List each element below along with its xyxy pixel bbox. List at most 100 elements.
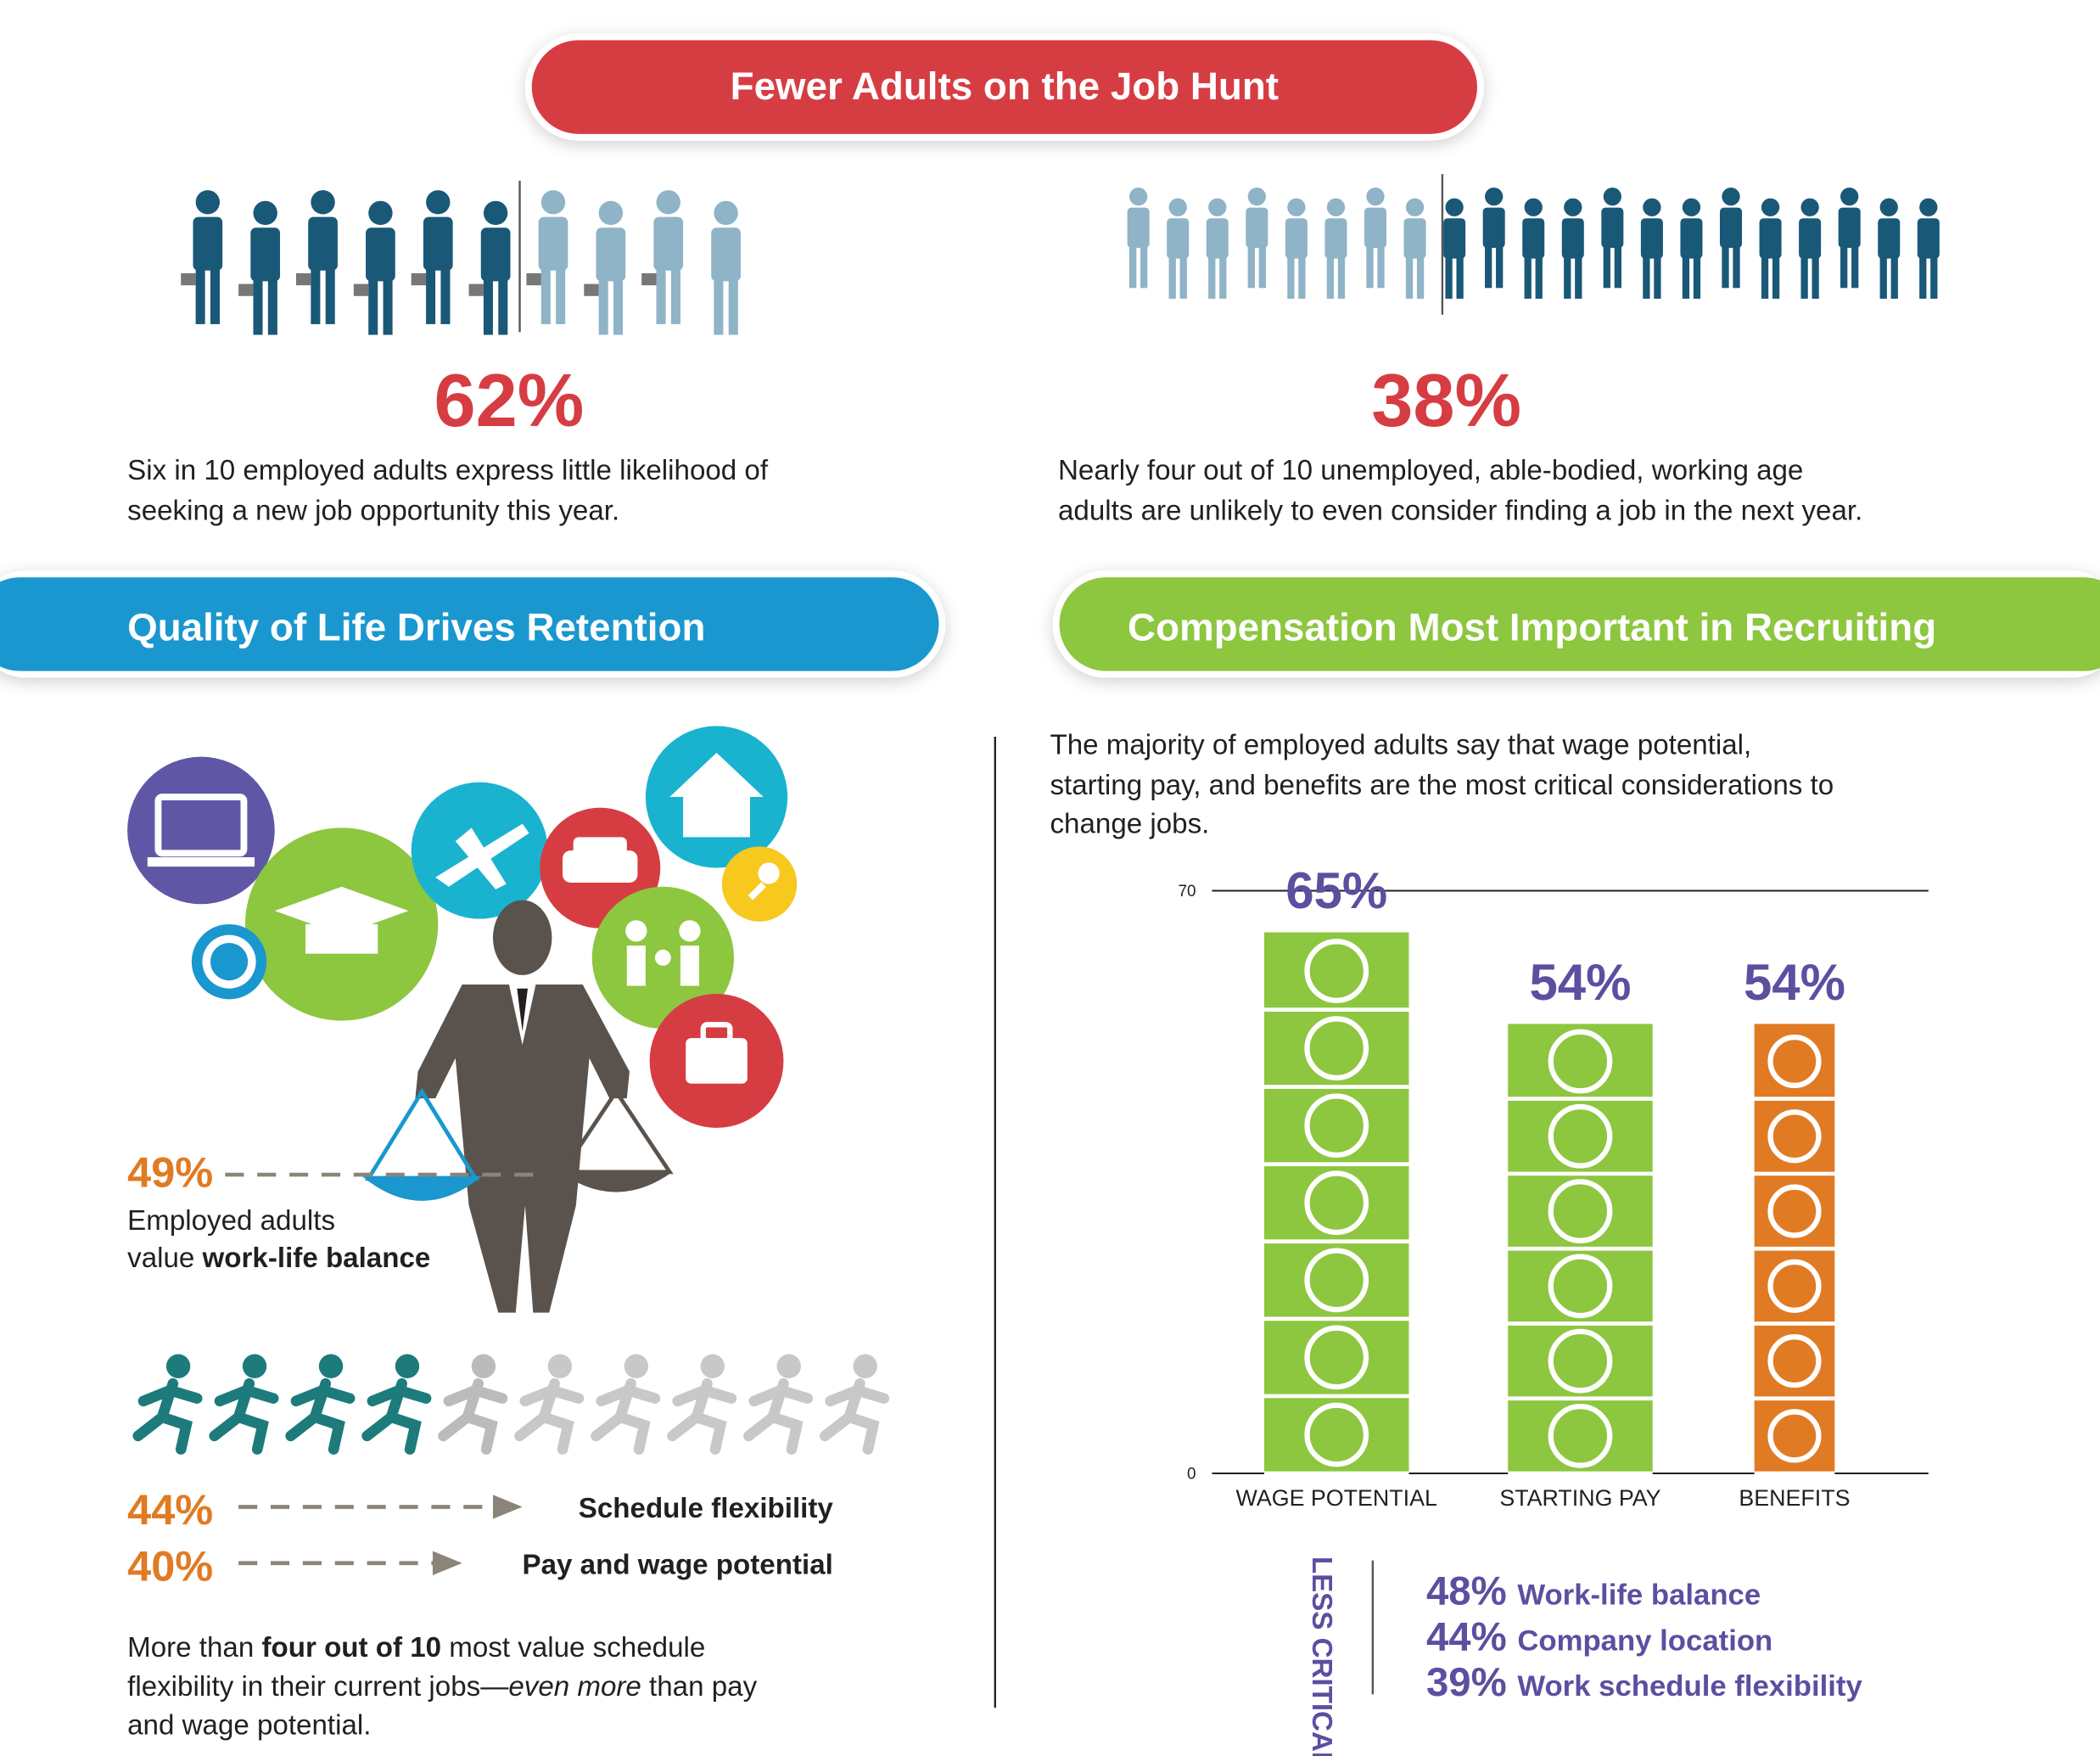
- bar-emblem: [1304, 1016, 1369, 1081]
- person-leg: [210, 267, 221, 324]
- person-leg: [1129, 245, 1137, 289]
- person-leg: [1890, 256, 1898, 299]
- arrow-head: [432, 1551, 462, 1575]
- person-body: [1206, 218, 1229, 259]
- person-leg: [253, 278, 263, 335]
- person-leg: [670, 267, 680, 324]
- x-tick-label: BENEFITS: [1739, 1485, 1850, 1511]
- runner-body: [514, 1377, 585, 1455]
- person-body: [596, 227, 626, 282]
- bar-emblem: [1548, 1029, 1613, 1094]
- text-part: than pay: [641, 1671, 758, 1703]
- less-critical-item: 44% Company location: [1426, 1614, 1772, 1659]
- person-leg: [1879, 256, 1887, 299]
- runner-head: [624, 1354, 649, 1378]
- runner-icons: [132, 1354, 890, 1455]
- note-line: flexibility in their current jobs—even m…: [127, 1671, 757, 1703]
- person-leg: [1219, 256, 1227, 299]
- person-leg: [325, 267, 335, 324]
- person-body: [1719, 207, 1743, 248]
- item-text: Work-life balance: [1517, 1579, 1761, 1612]
- person-leg: [1456, 256, 1464, 299]
- text-part: even more: [508, 1671, 641, 1703]
- person-head: [1405, 198, 1425, 216]
- stat-text: adults are unlikely to even consider fin…: [1058, 495, 1862, 526]
- person-body: [1127, 207, 1150, 248]
- person-head: [483, 200, 508, 226]
- banner: [531, 40, 1477, 134]
- value-label: 54%: [1529, 954, 1631, 1011]
- person-body: [1561, 218, 1584, 259]
- person-leg: [1168, 256, 1176, 299]
- bar-emblem: [1767, 1109, 1822, 1164]
- person-leg: [714, 278, 724, 335]
- value-label: 65%: [1285, 862, 1387, 919]
- person-leg: [383, 278, 393, 335]
- item-text: Work schedule flexibility: [1517, 1670, 1862, 1703]
- briefcase: [353, 283, 369, 296]
- note-line: More than four out of 10 most value sche…: [127, 1632, 705, 1663]
- person-leg: [556, 267, 566, 324]
- person-leg: [1298, 256, 1306, 299]
- factor-label: Pay and wage potential: [523, 1549, 833, 1580]
- person-body: [1878, 218, 1901, 259]
- person-body: [1285, 218, 1308, 259]
- runner-head: [395, 1354, 420, 1378]
- less-critical-item: 39% Work schedule flexibility: [1426, 1660, 1863, 1705]
- person-leg: [1258, 245, 1266, 289]
- person-body: [1759, 218, 1782, 259]
- item-value: 44%: [1426, 1614, 1507, 1659]
- person-head: [714, 200, 738, 226]
- banner: [0, 577, 939, 671]
- section-title: Compensation Most Important in Recruitin…: [1128, 605, 1936, 648]
- runner-head: [700, 1354, 725, 1378]
- text-part: value: [127, 1243, 202, 1274]
- person-body: [653, 216, 684, 271]
- person-body: [1443, 218, 1466, 259]
- person-head: [540, 190, 566, 215]
- y-tick-label: 0: [1187, 1465, 1196, 1483]
- runner-head: [471, 1354, 496, 1378]
- intro-line: change jobs.: [1050, 809, 1210, 840]
- person-head: [195, 190, 221, 215]
- person-leg: [311, 267, 321, 324]
- briefcase: [584, 283, 599, 296]
- person-leg: [1377, 245, 1385, 289]
- runner-body: [132, 1377, 203, 1455]
- person-leg: [1733, 245, 1740, 289]
- businessman: [361, 900, 674, 1313]
- person-leg: [1287, 256, 1295, 299]
- person-head: [1682, 198, 1701, 216]
- person-body: [366, 227, 395, 282]
- factor-value: 40%: [127, 1541, 213, 1590]
- text-part: More than: [127, 1632, 261, 1663]
- person-head: [368, 200, 393, 226]
- bar-emblem: [1767, 1409, 1822, 1463]
- person-leg: [1812, 256, 1819, 299]
- person-leg: [1366, 245, 1374, 289]
- intro-line: The majority of employed adults say that…: [1050, 730, 1752, 761]
- person-head: [1564, 198, 1582, 216]
- person-leg: [1524, 256, 1532, 299]
- person-leg: [483, 278, 493, 335]
- person-body: [1403, 218, 1426, 259]
- runner-head: [853, 1354, 877, 1378]
- runner-head: [242, 1354, 267, 1378]
- person-leg: [1485, 245, 1492, 289]
- runner-body: [743, 1377, 814, 1455]
- person-body: [1640, 218, 1663, 259]
- person-head: [426, 190, 451, 215]
- runner-head: [318, 1354, 344, 1378]
- person-leg: [267, 278, 277, 335]
- person-leg: [1800, 256, 1808, 299]
- person-leg: [1643, 256, 1650, 299]
- person-body: [1482, 207, 1505, 248]
- factor-value: 44%: [127, 1485, 213, 1534]
- value-label: 54%: [1744, 954, 1845, 1011]
- y-tick-label: 70: [1178, 883, 1196, 900]
- intro-line: starting pay, and benefits are the most …: [1050, 770, 1834, 801]
- person-body: [1917, 218, 1940, 259]
- person-head: [1326, 198, 1346, 216]
- person-head: [1287, 198, 1306, 216]
- bar-emblem: [1548, 1403, 1613, 1468]
